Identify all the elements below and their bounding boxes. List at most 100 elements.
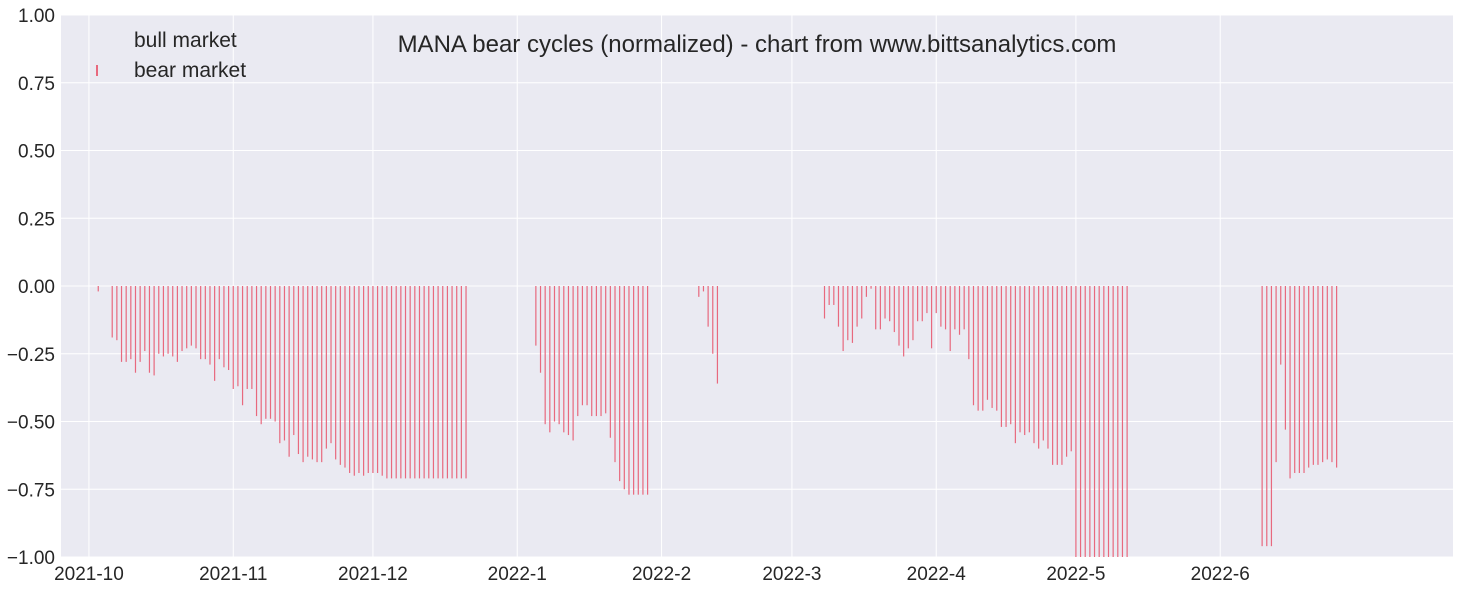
bear-market-bar (1084, 286, 1086, 557)
bear-market-bar (237, 286, 239, 387)
bear-market-bar (567, 286, 570, 436)
bear-market-bar (856, 286, 858, 327)
bear-market-bar (241, 286, 244, 406)
bear-market-bar (325, 286, 327, 449)
bear-market-bar (418, 286, 421, 479)
bear-market-bar (1000, 286, 1003, 427)
x-axis: 2021-10 2021-11 2021-12 2022-1 2022-2 2022-3 2… (54, 564, 1250, 585)
bear-market-bar (232, 286, 234, 389)
bear-market-bar (605, 286, 607, 414)
y-tick-label: 0.75 (18, 74, 55, 95)
bear-market-bar (563, 286, 565, 433)
bear-market-bar (349, 286, 351, 473)
bear-market-bar (544, 286, 546, 425)
bear-market-bar (172, 286, 174, 357)
bear-market-bar (1303, 286, 1305, 473)
bear-market-bar (167, 286, 169, 354)
y-tick-label: 0.50 (18, 142, 55, 163)
bear-market-bar (865, 286, 868, 297)
bear-market-bar (1126, 286, 1128, 557)
bear-market-bar (223, 286, 225, 368)
bear-market-bar (893, 286, 895, 333)
bear-market-bar (442, 286, 444, 479)
bear-market-bar (344, 286, 346, 468)
legend-label-bull-market: bull market (134, 29, 237, 52)
bear-market-bar (134, 286, 137, 373)
bear-market-bar (1014, 286, 1016, 444)
bear-market-bar (330, 286, 332, 444)
bear-market-bar (386, 286, 388, 479)
bear-market-bar (1261, 286, 1263, 547)
bear-market-bar (1042, 286, 1044, 441)
bear-market-bar (1005, 286, 1007, 427)
x-tick-label: 2022-4 (907, 564, 967, 585)
bear-market-bar (921, 286, 923, 322)
bear-market-bar (977, 286, 979, 411)
bear-market-bar (870, 286, 872, 289)
bear-market-bar (1010, 286, 1012, 425)
bear-market-bar (395, 286, 397, 479)
bear-market-bar (446, 286, 449, 479)
bear-market-bar (875, 286, 877, 330)
bear-market-bar (363, 286, 365, 476)
x-tick-label: 2022-3 (762, 564, 821, 585)
bear-market-bar (609, 286, 611, 438)
bear-market-bar (1061, 286, 1063, 465)
y-tick-label: 0.00 (18, 277, 55, 298)
bear-market-bar (698, 286, 700, 297)
y-tick-label: 1.00 (18, 6, 55, 27)
bear-market-bar (460, 286, 462, 479)
bear-market-bar (926, 286, 928, 314)
bear-market-bar (907, 286, 909, 349)
bear-market-bar (451, 286, 453, 479)
bear-market-bar (186, 286, 188, 349)
bear-market-bar (158, 286, 160, 354)
bear-market-bar (1112, 286, 1114, 557)
bear-market-bar (623, 286, 625, 490)
bear-market-bar (120, 286, 123, 362)
bear-market-bar (1033, 286, 1035, 444)
bear-market-bar (986, 286, 989, 400)
bear-market-bar (1093, 286, 1096, 557)
bear-market-bar (1089, 286, 1091, 557)
bear-market-bar (1075, 286, 1077, 557)
bear-market-bar (847, 286, 849, 341)
bear-market-bar (572, 286, 574, 441)
bear-market-bar (321, 286, 323, 463)
bear-market-bar (358, 286, 360, 473)
bear-market-bar (139, 286, 141, 362)
bear-market-bar (465, 286, 467, 479)
bear-market-bar (181, 286, 183, 352)
bear-market-bar (269, 286, 272, 419)
bear-market-bar (125, 286, 127, 362)
bear-market-bar (1047, 286, 1049, 449)
bear-market-bar (311, 286, 313, 460)
bear-market-bar (227, 286, 230, 371)
bear-market-bar (376, 286, 379, 473)
bear-market-bar (1098, 286, 1100, 557)
bear-market-bar (591, 286, 593, 417)
bear-market-bar (260, 286, 262, 425)
bear-market-bar (823, 286, 826, 319)
bear-market-bar (581, 286, 584, 406)
bear-market-bar (884, 286, 886, 319)
bear-market-bars (97, 286, 1338, 557)
bear-market-bar (889, 286, 891, 322)
bear-market-bar (265, 286, 267, 419)
bear-market-bar (1019, 286, 1021, 433)
bear-market-bar (209, 286, 211, 365)
bear-market-bar (879, 286, 881, 330)
bear-market-bar (707, 286, 709, 327)
bear-market-bar (1317, 286, 1319, 465)
bear-market-bar (558, 286, 560, 425)
bear-market-bar (288, 286, 290, 457)
bear-market-bar (214, 286, 216, 381)
bear-market-bar (1056, 286, 1058, 465)
bear-market-bar (130, 286, 132, 360)
bear-market-bar (539, 286, 542, 373)
bear-market-bar (712, 286, 714, 354)
bear-market-bar (111, 286, 113, 338)
bear-market-bar (1266, 286, 1268, 547)
bear-market-bar (339, 286, 341, 465)
bear-market-bar (1280, 286, 1282, 365)
